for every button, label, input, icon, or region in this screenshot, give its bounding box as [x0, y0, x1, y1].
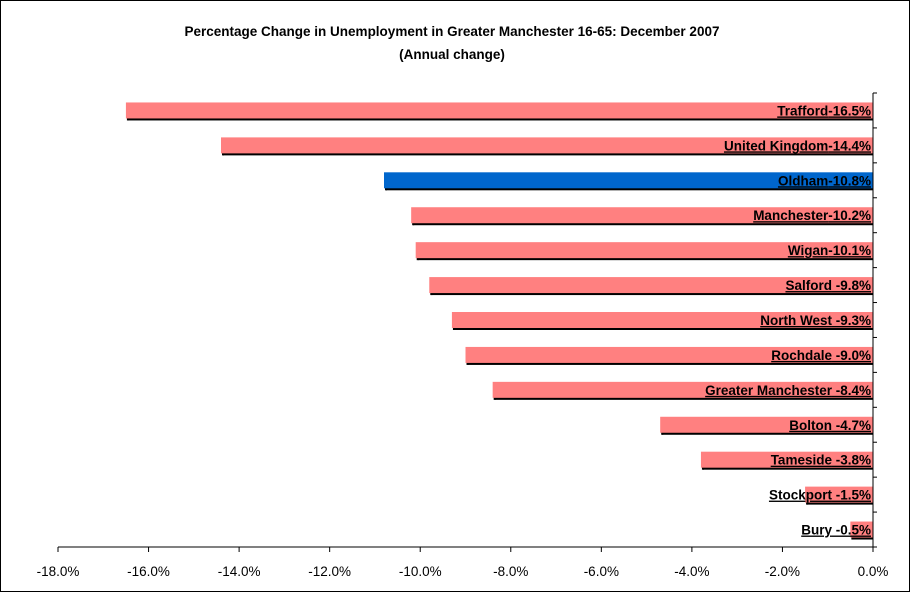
x-tick-label: 0.0%	[858, 564, 889, 579]
bar-value-label: -10.1%	[828, 243, 871, 258]
bar-category-label: Bury	[801, 523, 832, 538]
bar-category-label: Salford	[785, 278, 832, 293]
bar	[221, 137, 873, 154]
bar-label: Greater Manchester -8.4%	[705, 383, 871, 398]
bar-label: Oldham-10.8%	[778, 173, 871, 188]
bar-label: United Kingdom-14.4%	[724, 138, 871, 153]
bar-label: Trafford-16.5%	[777, 103, 871, 118]
bar	[465, 346, 873, 363]
bar-shadow	[417, 257, 873, 261]
bar-category-label: Bolton	[789, 418, 832, 433]
bar-shadow	[662, 431, 873, 435]
bar-value-label: -8.4%	[832, 383, 871, 398]
bar	[451, 312, 873, 328]
bar-value-label: -9.0%	[832, 348, 871, 363]
x-tick-label: -8.0%	[493, 564, 528, 579]
bar-labels-group: Trafford-16.5% United Kingdom-14.4% Oldham…	[705, 103, 871, 537]
bar	[411, 207, 873, 224]
chart-title: Percentage Change in Unemployment in Gre…	[185, 24, 720, 39]
bar-label: Manchester-10.2%	[753, 208, 871, 223]
bar-category-label: Rochdale	[771, 348, 832, 363]
bar-shadow	[386, 187, 873, 191]
bar-category-label: Oldham	[778, 173, 828, 188]
x-tick-label: -4.0%	[674, 564, 709, 579]
bar-label: Rochdale -9.0%	[771, 348, 871, 363]
bar-category-label: Manchester	[753, 208, 829, 223]
bar-value-label: -3.8%	[832, 453, 871, 468]
bar	[384, 172, 873, 189]
bar-value-label: -4.7%	[832, 418, 871, 433]
bar-value-label: -10.2%	[828, 208, 871, 223]
bar-label: Stockport -1.5%	[769, 488, 871, 503]
bar	[125, 102, 873, 119]
x-axis: -18.0% -16.0% -14.0% -12.0% -10.0% -8.0% -6.0%…	[37, 92, 889, 579]
bar	[429, 277, 873, 294]
bar-shadow	[807, 501, 873, 505]
bar-shadow	[431, 292, 873, 296]
x-tick-label: -6.0%	[584, 564, 619, 579]
bar-value-label: -0.5%	[832, 523, 871, 538]
x-tick-label: -2.0%	[765, 564, 800, 579]
chart-subtitle: (Annual change)	[399, 47, 505, 62]
bar-category-label: Trafford	[777, 103, 828, 118]
bar-category-label: Stockport	[769, 488, 833, 503]
x-tick-label: -12.0%	[308, 564, 351, 579]
x-tick-label: -14.0%	[218, 564, 261, 579]
bar-value-label: -10.8%	[828, 173, 871, 188]
bar-category-label: United Kingdom	[724, 138, 828, 153]
bar-shadow	[223, 152, 873, 156]
bar-value-label: -9.8%	[832, 278, 871, 293]
x-tick-label: -18.0%	[37, 564, 80, 579]
bar-category-label: Wigan	[788, 243, 828, 258]
bar	[660, 416, 873, 433]
bar-shadow	[467, 361, 873, 365]
bar-shadow	[127, 117, 873, 121]
bar-label: Wigan-10.1%	[788, 243, 871, 258]
bar-value-label: -1.5%	[832, 488, 871, 503]
bar	[805, 486, 873, 503]
bars-group	[125, 102, 873, 540]
bar-value-label: -16.5%	[828, 103, 871, 118]
bar-shadow	[413, 222, 873, 226]
bar	[492, 381, 873, 398]
bar-shadow	[852, 536, 873, 540]
bar-label: Salford -9.8%	[785, 278, 871, 293]
bar	[700, 451, 873, 468]
bar-value-label: -9.3%	[832, 313, 871, 328]
x-tick-label: -10.0%	[399, 564, 442, 579]
bar-label: Bolton -4.7%	[789, 418, 871, 433]
bar-shadow	[702, 466, 873, 470]
bar-shadow	[494, 396, 873, 400]
bar	[415, 242, 873, 259]
bar-label: Tameside -3.8%	[771, 453, 871, 468]
x-tick-label: -16.0%	[127, 564, 170, 579]
bar-value-label: -14.4%	[828, 138, 871, 153]
bar-label: North West -9.3%	[760, 313, 871, 328]
bar-label: Bury -0.5%	[801, 523, 871, 538]
bar-category-label: Greater Manchester	[705, 383, 833, 398]
bar-shadow	[453, 327, 873, 330]
bar-category-label: North West	[760, 313, 832, 328]
bar-category-label: Tameside	[771, 453, 833, 468]
bar	[850, 521, 873, 538]
